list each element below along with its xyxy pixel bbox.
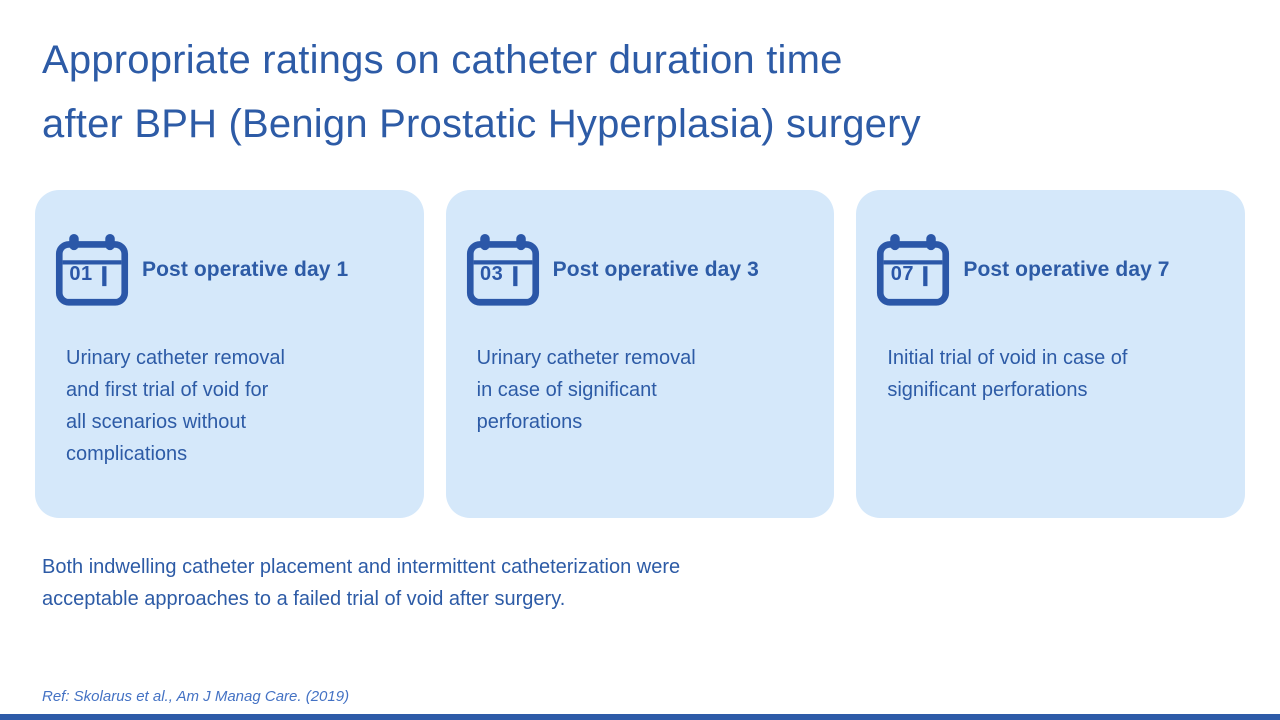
- calendar-icon: 03: [466, 232, 540, 308]
- card-body: Initial trial of void in case of signifi…: [887, 347, 1128, 401]
- card-post-op-day-1: 01 Post operative day 1 Urinary catheter…: [35, 190, 424, 518]
- day-number: 03: [480, 263, 504, 285]
- card-header: 01 Post operative day 1: [55, 232, 406, 308]
- cards-row: 01 Post operative day 1 Urinary catheter…: [35, 190, 1246, 518]
- footer-accent-bar: [0, 714, 1280, 720]
- day-number: 07: [890, 263, 914, 285]
- card-post-op-day-7: 07 Post operative day 7 Initial trial of…: [856, 190, 1246, 518]
- reference-text: Ref: Skolarus et al., Am J Manag Care. (…: [42, 688, 350, 705]
- card-heading: Post operative day 7: [963, 258, 1170, 281]
- slide-title: Appropriate ratings on catheter duration…: [42, 38, 921, 146]
- card-heading: Post operative day 3: [552, 258, 759, 281]
- card-heading: Post operative day 1: [142, 258, 349, 281]
- card-header: 03 Post operative day 3: [466, 232, 817, 308]
- calendar-icon: 07: [876, 232, 950, 308]
- card-post-op-day-3: 03 Post operative day 3 Urinary catheter…: [445, 190, 835, 518]
- day-number: 01: [69, 263, 93, 285]
- note-text: Both indwelling catheter placement and i…: [42, 556, 681, 610]
- card-header: 07 Post operative day 7: [876, 232, 1227, 308]
- card-body: Urinary catheter removal in case of sign…: [476, 347, 696, 433]
- card-body: Urinary catheter removal and first trial…: [66, 347, 285, 465]
- calendar-icon: 01: [55, 232, 129, 308]
